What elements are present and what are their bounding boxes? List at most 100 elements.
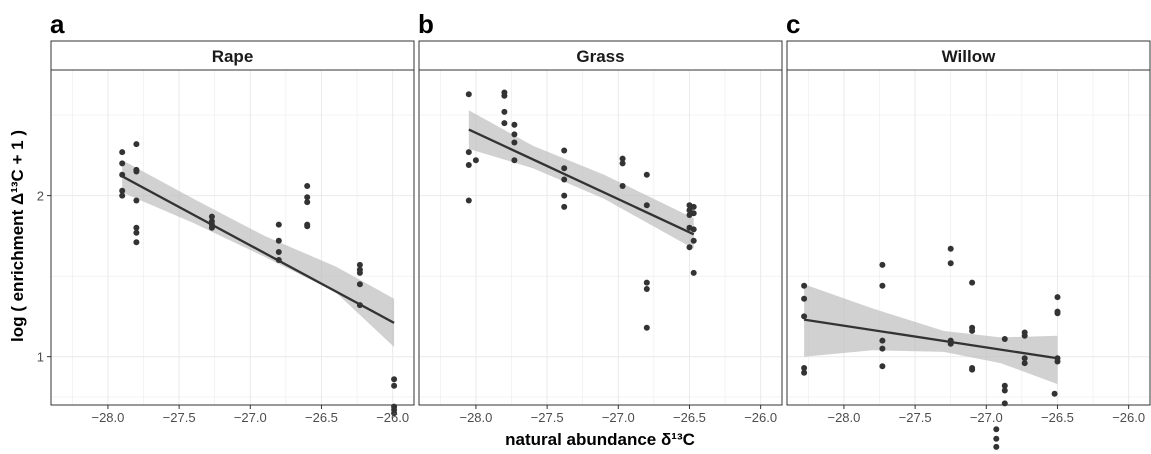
data-point xyxy=(801,313,808,320)
data-point xyxy=(1051,390,1058,397)
data-point xyxy=(501,108,508,115)
data-point xyxy=(1054,294,1061,301)
data-points xyxy=(801,245,1061,450)
x-tick-label: −26.0 xyxy=(1112,410,1145,425)
data-point xyxy=(511,139,518,146)
data-point xyxy=(501,120,508,127)
panel-c: c Willow −28.0 −27.5 −27.0 −26.5 −26.0 xyxy=(786,9,1151,450)
data-point xyxy=(472,157,479,164)
data-point xyxy=(686,207,693,214)
x-tick-label: −27.0 xyxy=(970,410,1003,425)
data-point xyxy=(304,223,311,230)
data-point xyxy=(465,162,472,168)
data-point xyxy=(993,443,1000,450)
x-tick-label: −26.0 xyxy=(376,410,409,425)
x-tick-label: −28.0 xyxy=(459,410,492,425)
x-tick-label: −26.5 xyxy=(1041,410,1074,425)
data-point xyxy=(690,210,697,217)
data-point xyxy=(133,239,140,246)
x-tick-label: −27.5 xyxy=(163,410,196,425)
data-point xyxy=(879,363,886,370)
fit-line xyxy=(803,318,1058,360)
grid xyxy=(51,70,414,405)
data-point xyxy=(947,340,954,347)
data-point xyxy=(1001,336,1008,342)
x-tick-label: −26.5 xyxy=(305,410,338,425)
data-point xyxy=(879,345,886,352)
data-point xyxy=(643,279,650,286)
data-point xyxy=(119,192,126,199)
grid xyxy=(419,70,782,405)
panel-a: a Rape −28.0 −27.5 −27.0 −26.5 −26.0 1 2 xyxy=(37,9,415,425)
strip-label: Willow xyxy=(942,47,996,66)
data-point xyxy=(561,176,568,183)
data-point xyxy=(561,147,568,154)
data-point xyxy=(643,324,650,331)
data-points xyxy=(465,89,697,331)
y-axis-title: log ( enrichment Δ¹³C + 1 ) xyxy=(8,130,27,342)
data-point xyxy=(619,183,626,189)
confidence-band xyxy=(468,110,694,249)
data-point xyxy=(1001,387,1008,394)
data-point xyxy=(801,295,808,302)
data-point xyxy=(879,337,886,344)
data-point xyxy=(511,121,518,128)
data-point xyxy=(275,257,282,263)
x-tick-label: −27.0 xyxy=(234,410,267,425)
data-point xyxy=(275,249,282,255)
data-point xyxy=(465,197,472,204)
data-point xyxy=(133,141,140,148)
data-point xyxy=(501,92,508,99)
data-point xyxy=(133,168,140,175)
strip-label: Rape xyxy=(212,47,254,66)
y-tick-label: 1 xyxy=(37,350,44,365)
data-point xyxy=(947,245,954,252)
confidence-band xyxy=(122,160,395,347)
data-point xyxy=(690,226,697,233)
data-point xyxy=(643,286,650,292)
data-point xyxy=(1021,355,1028,362)
data-point xyxy=(208,224,215,231)
x-tick-label: −26.0 xyxy=(744,410,777,425)
data-point xyxy=(304,183,311,189)
data-point xyxy=(356,269,363,276)
data-point xyxy=(511,131,518,138)
data-point xyxy=(465,149,472,156)
data-point xyxy=(643,202,650,209)
data-point xyxy=(133,197,140,204)
data-point xyxy=(119,187,126,194)
data-point xyxy=(119,160,126,167)
panel-border xyxy=(418,69,783,406)
data-point xyxy=(879,282,886,289)
data-point xyxy=(643,171,650,178)
data-point xyxy=(304,194,311,201)
data-point xyxy=(690,269,697,276)
data-point xyxy=(690,237,697,244)
data-point xyxy=(465,91,472,98)
strip-box xyxy=(418,40,783,71)
strip-box xyxy=(50,40,415,71)
data-point xyxy=(1054,310,1061,317)
data-point xyxy=(1021,332,1028,339)
x-tick-label: −27.0 xyxy=(602,410,635,425)
data-point xyxy=(119,149,126,156)
data-point xyxy=(801,369,808,376)
data-point xyxy=(801,365,808,371)
data-point xyxy=(133,229,140,236)
x-tick-label: −27.5 xyxy=(531,410,564,425)
x-tick-label: −28.0 xyxy=(91,410,124,425)
data-point xyxy=(275,221,282,228)
data-point xyxy=(119,171,126,178)
x-axis-title: natural abundance δ¹³C xyxy=(505,430,695,449)
panel-b: b Grass −28.0 −27.5 −27.0 −26.5 −26.0 xyxy=(418,9,783,425)
data-point xyxy=(391,376,398,383)
data-point xyxy=(356,261,363,268)
x-tick-label: −28.0 xyxy=(827,410,860,425)
data-point xyxy=(1021,360,1028,367)
data-point xyxy=(801,282,808,289)
data-points xyxy=(119,141,398,417)
data-point xyxy=(133,224,140,231)
data-point xyxy=(561,165,568,172)
data-point xyxy=(1054,358,1061,365)
